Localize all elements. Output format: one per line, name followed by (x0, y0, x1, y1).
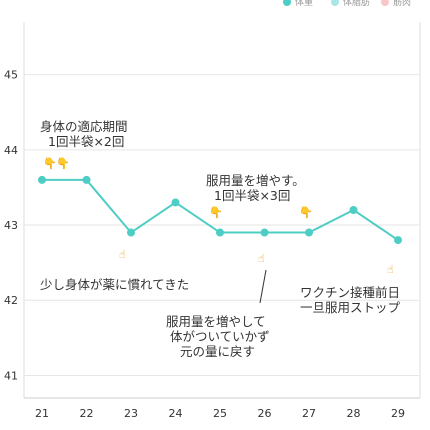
finger-down-icon: 👇 (56, 157, 70, 170)
x-tick-labels: 21 22 23 24 25 26 27 28 29 (35, 407, 405, 420)
data-point[interactable] (216, 228, 224, 237)
x-tick-label: 21 (35, 407, 49, 420)
x-tick-label: 26 (258, 407, 272, 420)
x-tick-label: 25 (213, 407, 227, 420)
legend-item-weight[interactable]: 体重 (283, 0, 313, 8)
y-tick-label: 45 (4, 69, 18, 82)
annotation-pointer-line (259, 269, 267, 304)
y-tick-label: 42 (4, 294, 18, 307)
annotation-revert-line-3: 元の量に戻す (180, 344, 255, 359)
annotation-revert-dose: 服用量を増やして 体がついていかず 元の量に戻す (166, 314, 270, 359)
finger-point-icon: ☝ (387, 263, 394, 276)
x-tick-label: 28 (347, 407, 361, 420)
annotation-adaptation-period: 身体の適応期間 1回半袋×2回 (40, 119, 128, 149)
annotation-getting-used: 少し身体が薬に慣れてきた (40, 277, 189, 292)
annotation-increase-dose: 服用量を増やす。 1回半袋×3回 (206, 173, 305, 203)
legend-label-muscle: 筋肉 (393, 0, 411, 8)
finger-down-icon: 👇 (43, 157, 57, 170)
legend-marker-body-fat (331, 0, 339, 6)
finger-down-icon: 👇 (299, 206, 313, 219)
y-tick-label: 41 (4, 369, 18, 382)
annotation-vaccine-stop: ワクチン接種前日 一旦服用ストップ (300, 285, 401, 315)
data-point[interactable] (82, 175, 91, 184)
legend: 体重 体脂肪 筋肉 (283, 0, 411, 8)
legend-label-weight: 体重 (295, 0, 313, 8)
finger-down-icon: 👇 (209, 206, 223, 219)
hand-icons: 👇 👇 ☝ 👇 ☝ 👇 ☝ (43, 157, 394, 276)
legend-item-muscle[interactable]: 筋肉 (381, 0, 411, 8)
data-point[interactable] (260, 228, 269, 237)
annotation-vaccine-line-2: 一旦服用ストップ (300, 300, 401, 315)
y-tick-label: 44 (4, 144, 18, 157)
data-point[interactable] (127, 228, 135, 237)
data-point[interactable] (349, 206, 358, 214)
finger-point-icon: ☝ (258, 252, 265, 265)
data-point[interactable] (394, 236, 402, 245)
x-tick-label: 22 (80, 407, 94, 420)
gridlines (24, 74, 420, 376)
x-tick-label: 24 (169, 407, 183, 420)
legend-marker-muscle (381, 0, 389, 6)
annotation-revert-line-1: 服用量を増やして (166, 314, 266, 329)
data-points (38, 175, 402, 245)
legend-item-body-fat[interactable]: 体脂肪 (331, 0, 370, 8)
y-tick-labels: 41 42 43 44 45 (4, 69, 18, 383)
annotation-vaccine-line-1: ワクチン接種前日 (300, 285, 400, 300)
finger-point-icon: ☝ (119, 248, 126, 261)
annotation-adaptation-line-1: 身体の適応期間 (40, 119, 128, 134)
y-tick-label: 43 (4, 219, 18, 232)
x-tick-label: 29 (391, 407, 405, 420)
annotation-increase-line-1: 服用量を増やす。 (206, 173, 305, 188)
legend-marker-weight (283, 0, 291, 6)
data-point[interactable] (171, 198, 180, 207)
data-point[interactable] (38, 175, 46, 184)
annotation-increase-line-2: 1回半袋×3回 (214, 188, 290, 203)
data-point[interactable] (305, 228, 313, 237)
x-tick-label: 23 (124, 407, 138, 420)
legend-label-body-fat: 体脂肪 (343, 0, 370, 8)
x-tick-label: 27 (302, 407, 316, 420)
annotation-adaptation-line-2: 1回半袋×2回 (48, 134, 124, 149)
annotation-revert-line-2: 体がついていかず (170, 329, 270, 344)
